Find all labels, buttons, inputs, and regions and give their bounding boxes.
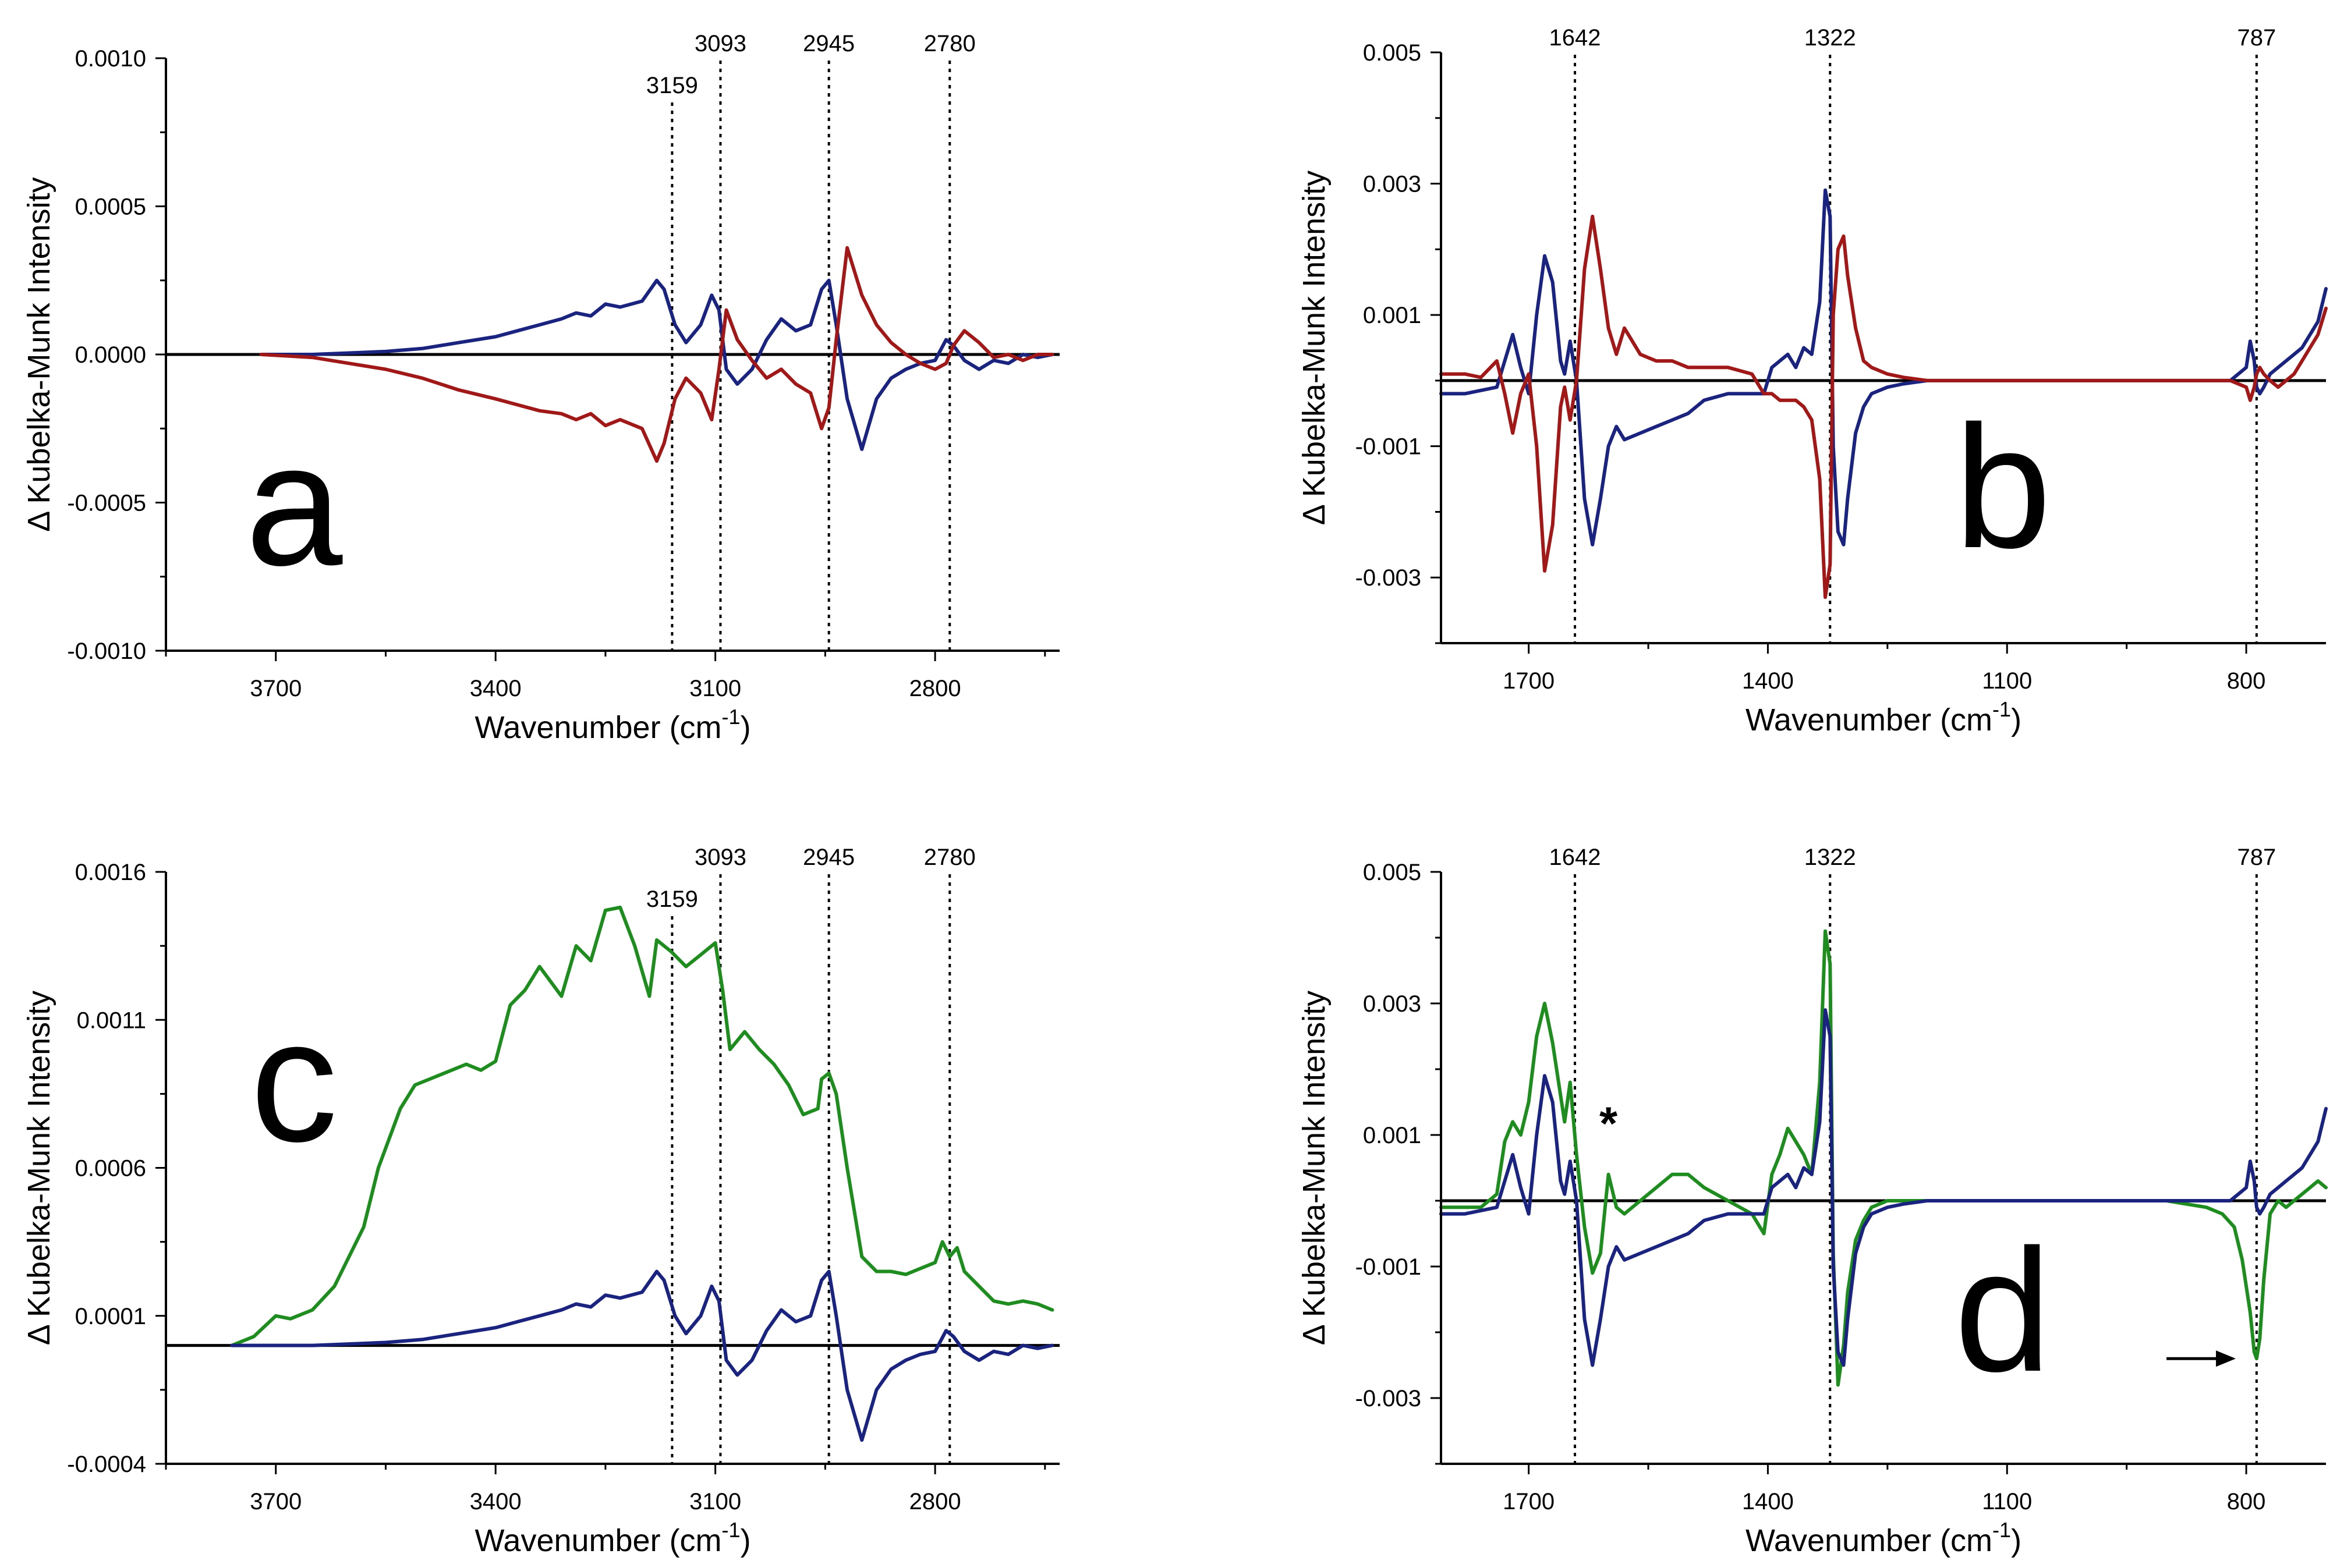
x-tick-label: 2800 xyxy=(909,676,961,701)
x-tick-label: 800 xyxy=(2227,1489,2266,1514)
panel-letter: c xyxy=(250,982,338,1178)
y-axis-title: Δ Kubelka-Munk Intensity xyxy=(1297,171,1332,525)
series-line-blue xyxy=(259,278,1054,451)
marker-label: 2780 xyxy=(924,31,976,56)
x-axis-title-tail: ) xyxy=(741,710,751,745)
y-tick-label: 0.0005 xyxy=(75,194,146,220)
marker-label: 3159 xyxy=(646,886,698,912)
x-axis-title-main: Wavenumber (cm xyxy=(1745,703,1992,737)
y-tick-label: 0.0006 xyxy=(75,1156,146,1182)
marker-label: 1322 xyxy=(1804,845,1856,870)
y-tick-label: -0.0005 xyxy=(67,491,146,516)
x-axis-title-tail: ) xyxy=(2011,703,2021,737)
y-tick-label: 0.003 xyxy=(1363,172,1421,197)
y-tick-label: -0.003 xyxy=(1355,565,1421,591)
panel-b: 1642 1322 787 -0.003 -0.001 0.001 0.003 0.005 17… xyxy=(1297,25,2328,737)
x-axis-title-tail: ) xyxy=(741,1523,751,1558)
x-axis-title-sup: -1 xyxy=(1992,1518,2011,1542)
series-line-blue xyxy=(230,1269,1054,1442)
panel-letter: d xyxy=(1955,1212,2052,1408)
y-axis-title: Δ Kubelka-Munk Intensity xyxy=(22,177,56,531)
x-tick-label: 2800 xyxy=(909,1489,961,1514)
marker-label: 787 xyxy=(2237,25,2276,51)
marker-label: 2945 xyxy=(803,845,855,870)
y-tick-label: 0.001 xyxy=(1363,1123,1421,1148)
marker-label: 3093 xyxy=(695,31,746,56)
series-line-red xyxy=(1439,214,2328,599)
x-tick-label: 3100 xyxy=(689,676,741,701)
x-tick-label: 3400 xyxy=(470,676,522,701)
x-tick-label: 3700 xyxy=(250,1489,302,1514)
x-axis-title: Wavenumber (cm-1) xyxy=(1745,1518,2021,1558)
marker-label: 3159 xyxy=(646,73,698,98)
y-tick-label: 0.0016 xyxy=(75,860,146,885)
y-tick-label: -0.001 xyxy=(1355,1254,1421,1280)
x-axis-title: Wavenumber (cm-1) xyxy=(1745,697,2021,737)
y-axis-title: Δ Kubelka-Munk Intensity xyxy=(22,991,56,1345)
marker-label: 1642 xyxy=(1549,25,1601,51)
asterisk-annotation: * xyxy=(1599,1097,1618,1149)
panel-a: 3159 3093 2945 2780 -0.0010 -0.0005 0.0000 0.00… xyxy=(22,31,1060,745)
series-line-blue xyxy=(1439,188,2328,547)
y-tick-label: -0.0010 xyxy=(67,638,146,664)
x-tick-label: 1100 xyxy=(1982,1489,2032,1514)
marker-label: 2780 xyxy=(924,845,976,870)
x-axis-title-main: Wavenumber (cm xyxy=(1745,1523,1992,1558)
y-tick-label: 0.0000 xyxy=(75,342,146,368)
panel-letter: a xyxy=(246,406,344,602)
x-tick-label: 1400 xyxy=(1742,668,1794,694)
x-axis-title: Wavenumber (cm-1) xyxy=(475,1518,750,1558)
y-tick-label: -0.0004 xyxy=(67,1452,146,1477)
marker-label: 3093 xyxy=(695,845,746,870)
x-tick-label: 3400 xyxy=(470,1489,522,1514)
panel-d: 1642 1322 787 -0.003 -0.001 0.001 0.003 0.005 17… xyxy=(1297,845,2328,1558)
x-axis-title: Wavenumber (cm-1) xyxy=(475,705,750,745)
x-tick-label: 1400 xyxy=(1742,1489,1794,1514)
y-tick-label: -0.003 xyxy=(1355,1386,1421,1411)
marker-label: 1642 xyxy=(1549,845,1601,870)
y-tick-label: 0.001 xyxy=(1363,303,1421,328)
y-tick-label: -0.001 xyxy=(1355,434,1421,460)
x-tick-label: 3700 xyxy=(250,676,302,701)
y-tick-label: 0.005 xyxy=(1363,40,1421,66)
x-tick-label: 1700 xyxy=(1503,668,1555,694)
series-line-green xyxy=(1439,929,2328,1387)
marker-label: 1322 xyxy=(1804,25,1856,51)
series-line-red xyxy=(259,246,1054,463)
panel-c: 3159 3093 2945 2780 -0.0004 0.0001 0.0006 0.001… xyxy=(22,845,1060,1558)
marker-label: 2945 xyxy=(803,31,855,56)
y-tick-label: 0.005 xyxy=(1363,860,1421,885)
x-axis-title-main: Wavenumber (cm xyxy=(475,1523,721,1558)
x-axis-title-sup: -1 xyxy=(722,1518,741,1542)
series-line-blue xyxy=(1439,1008,2328,1367)
y-tick-label: 0.0001 xyxy=(75,1304,146,1329)
y-tick-label: 0.003 xyxy=(1363,991,1421,1017)
x-axis-title-sup: -1 xyxy=(1992,697,2011,721)
panel-letter: b xyxy=(1955,389,2052,584)
x-axis-title-main: Wavenumber (cm xyxy=(475,710,721,745)
x-axis-title-sup: -1 xyxy=(722,705,741,729)
y-tick-label: 0.0010 xyxy=(75,46,146,72)
x-tick-label: 1100 xyxy=(1982,668,2032,694)
series-line-green xyxy=(230,906,1054,1347)
x-axis-title-tail: ) xyxy=(2011,1523,2021,1558)
arrow-head xyxy=(2216,1350,2236,1367)
x-tick-label: 1700 xyxy=(1503,1489,1555,1514)
y-axis-title: Δ Kubelka-Munk Intensity xyxy=(1297,991,1332,1345)
x-tick-label: 800 xyxy=(2227,668,2266,694)
x-tick-label: 3100 xyxy=(689,1489,741,1514)
marker-label: 787 xyxy=(2237,845,2276,870)
y-tick-label: 0.0011 xyxy=(77,1008,146,1033)
